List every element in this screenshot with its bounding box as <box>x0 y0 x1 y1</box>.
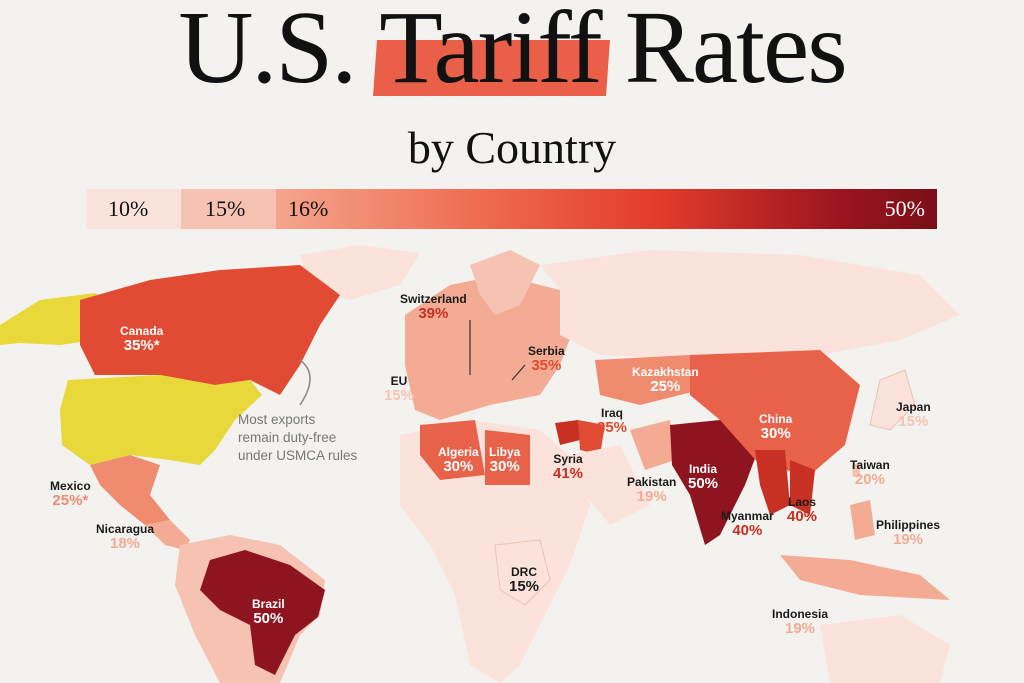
note-arrow <box>299 359 311 406</box>
label-india: India 50% <box>688 462 719 493</box>
region-pakistan <box>630 420 675 470</box>
region-usa <box>60 375 262 465</box>
region-arabia <box>570 445 650 525</box>
region-brazil <box>200 550 325 675</box>
region-central-america <box>145 520 190 550</box>
legend-label-15: 15% <box>205 196 246 221</box>
label-taiwan: Taiwan 20% <box>850 458 890 489</box>
label-drc: DRC 15% <box>509 565 540 596</box>
label-canada: Canada 35%* <box>120 324 164 355</box>
region-philippines <box>850 500 875 540</box>
label-kazakhstan: Kazakhstan 25% <box>632 365 699 396</box>
label-laos: Laos 40% <box>787 495 818 526</box>
region-canada <box>80 265 340 395</box>
legend-label-50: 50% <box>884 196 925 221</box>
label-mexico: Mexico 25%* <box>50 479 91 510</box>
label-nicaragua: Nicaragua 18% <box>96 522 155 553</box>
label-libya: Libya 30% <box>489 445 521 476</box>
region-africa <box>400 420 590 683</box>
world-map <box>0 245 960 683</box>
label-china: China 30% <box>759 412 793 443</box>
region-china <box>690 350 860 475</box>
label-eu: EU 15% <box>384 374 415 405</box>
label-serbia: Serbia 35% <box>528 344 565 375</box>
legend-gradient: 16% 50% <box>276 189 937 229</box>
region-europe <box>405 275 575 420</box>
region-myanmar <box>755 450 790 515</box>
serbia-leader <box>511 364 526 381</box>
label-myanmar: Myanmar 40% <box>721 509 774 540</box>
label-indonesia: Indonesia 19% <box>772 607 829 638</box>
usmca-note: Most exports remain duty-free under USMC… <box>238 411 357 465</box>
note-line-2: remain duty-free <box>238 430 337 445</box>
region-russia <box>540 250 960 360</box>
region-drc <box>494 539 551 606</box>
region-laos <box>790 460 815 515</box>
region-australia <box>820 615 950 683</box>
region-algeria <box>420 420 485 480</box>
color-legend: 10% 15% 16% 50% <box>86 189 937 229</box>
label-philippines: Philippines 19% <box>876 518 941 549</box>
region-libya <box>485 430 530 485</box>
legend-15: 15% <box>181 189 276 229</box>
label-japan: Japan 15% <box>896 400 931 431</box>
legend-label-16: 16% <box>288 196 329 221</box>
region-syria <box>555 420 580 445</box>
label-pakistan: Pakistan 19% <box>627 475 677 506</box>
label-algeria: Algeria 30% <box>438 445 479 476</box>
region-mexico <box>90 455 170 525</box>
label-syria: Syria 41% <box>553 452 584 483</box>
label-iraq: Iraq 35% <box>597 406 628 437</box>
region-japan <box>869 369 916 431</box>
region-scandinavia <box>470 250 540 315</box>
region-greenland <box>300 245 420 300</box>
region-india <box>670 420 760 545</box>
region-iraq <box>578 420 605 455</box>
region-indonesia <box>780 555 950 600</box>
legend-label-10: 10% <box>108 196 149 221</box>
legend-10: 10% <box>86 189 181 229</box>
title-post: Rates <box>600 0 848 105</box>
note-line-3: under USMCA rules <box>238 448 358 463</box>
label-brazil: Brazil 50% <box>252 597 285 628</box>
page-subtitle: by Country <box>407 122 617 173</box>
title-pre: U.S. <box>178 0 380 105</box>
page-title: U.S. Tariff Rates <box>0 0 1024 108</box>
note-line-1: Most exports <box>238 412 316 427</box>
title-highlight: Tariff <box>379 0 602 105</box>
label-switzerland: Switzerland 39% <box>400 292 467 323</box>
region-taiwan <box>852 463 860 477</box>
region-kazakhstan <box>595 355 700 405</box>
